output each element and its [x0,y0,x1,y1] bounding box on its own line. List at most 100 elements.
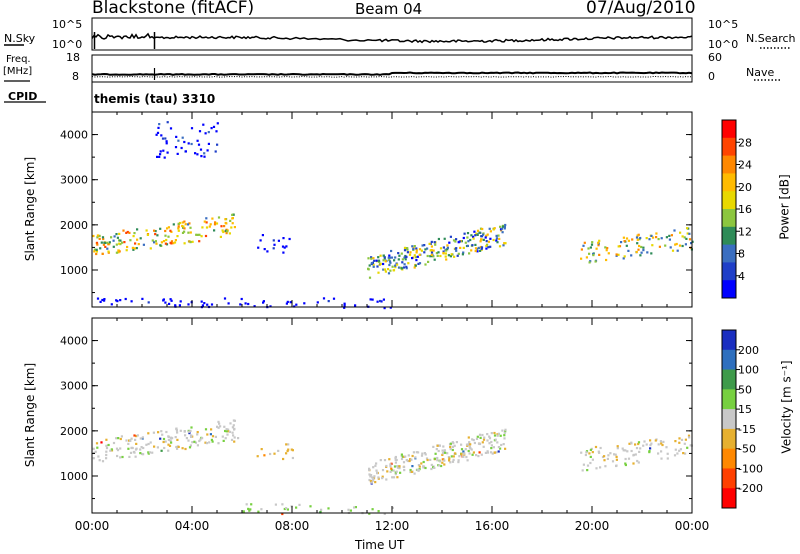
echo-cell [286,508,289,511]
power-colorbar-tick-label: 16 [738,203,752,216]
y-tick-label: 2000 [60,425,88,438]
echo-cell [93,248,96,251]
velocity-colorbar-segment [722,409,736,430]
echo-cell [375,469,378,472]
echo-cell [172,223,175,226]
echo-cell [497,446,500,449]
echo-cell [208,441,211,444]
echo-cell [177,225,180,228]
echo-cell [160,134,163,137]
echo-cell [499,225,502,228]
echo-cell [99,300,102,303]
echo-cell [118,239,121,242]
echo-cell [368,467,371,470]
echo-cell [618,245,622,248]
echo-cell [649,439,652,442]
echo-cell [678,437,681,440]
echo-cell [591,241,594,244]
echo-cell [493,431,496,435]
echo-cell [165,430,168,434]
echo-cell [179,221,182,225]
echo-cell [176,431,179,434]
echo-cell [437,449,440,453]
echo-cell [205,226,209,229]
echo-cell [395,470,398,473]
echo-cell [441,458,444,461]
echo-cell [474,249,477,253]
echo-cell [379,262,382,265]
echo-cell [391,265,394,268]
echo-cell [438,444,441,447]
echo-cell [472,439,475,442]
echo-cell [295,303,298,306]
echo-cell [135,447,138,450]
echo-cell [128,455,131,458]
echo-cell [105,444,108,447]
echo-cell [106,247,109,250]
echo-cell [177,139,180,142]
echo-cell [668,238,671,241]
echo-cell [402,266,405,269]
echo-cell [159,150,162,153]
echo-cell [213,229,216,232]
echo-cell [455,238,458,241]
echo-cell [595,467,598,470]
echo-cell [481,227,484,231]
echo-cell [484,236,487,239]
echo-cell [181,231,185,234]
echo-cell [159,153,162,156]
echo-cell [657,443,660,446]
echo-cell [377,256,380,259]
echo-cell [102,237,105,241]
echo-cell [454,452,457,455]
power-colorbar-segment [722,262,736,281]
echo-cell [117,251,120,254]
echo-cell [446,452,449,455]
echo-cell [460,448,464,451]
echo-cell [168,444,172,447]
echo-cell [269,305,272,308]
echo-cell [411,257,414,260]
echo-cell [224,229,227,232]
echo-cell [404,455,407,458]
echo-cell [181,447,184,450]
echo-cell [470,249,473,252]
echo-cell [639,236,642,240]
echo-cell [587,247,590,250]
echo-cell [597,244,600,247]
echo-cell [374,481,377,484]
echo-cell [451,460,455,463]
echo-cell [383,257,386,260]
echo-cell [102,243,105,246]
echo-cell [382,268,385,271]
echo-cell [232,424,235,427]
echo-cell [398,254,401,257]
echo-cell [187,439,190,442]
echo-cell [257,246,260,249]
echo-cell [167,235,170,238]
echo-cell [410,470,413,473]
echo-cell [189,241,192,244]
echo-cell [417,451,420,454]
y-tick-label: 3000 [60,174,88,187]
echo-cell [476,247,479,250]
echo-cell [440,464,443,468]
echo-cell [406,248,409,251]
echo-cell [477,246,480,249]
echo-cell [432,249,435,252]
echo-cell [285,443,288,446]
echo-cell [165,142,168,145]
echo-cell [431,255,434,258]
echo-cell [163,446,166,450]
echo-cell [417,464,420,467]
x-tick-label: 08:00 [275,519,310,533]
echo-cell [210,438,213,441]
echo-cell [129,439,132,442]
echo-cell [635,447,639,450]
echo-cell [165,238,168,242]
echo-cell [421,244,424,247]
echo-cell [281,245,285,248]
echo-cell [158,155,161,158]
beam-title: Beam 04 [355,0,423,18]
echo-cell [477,455,480,458]
